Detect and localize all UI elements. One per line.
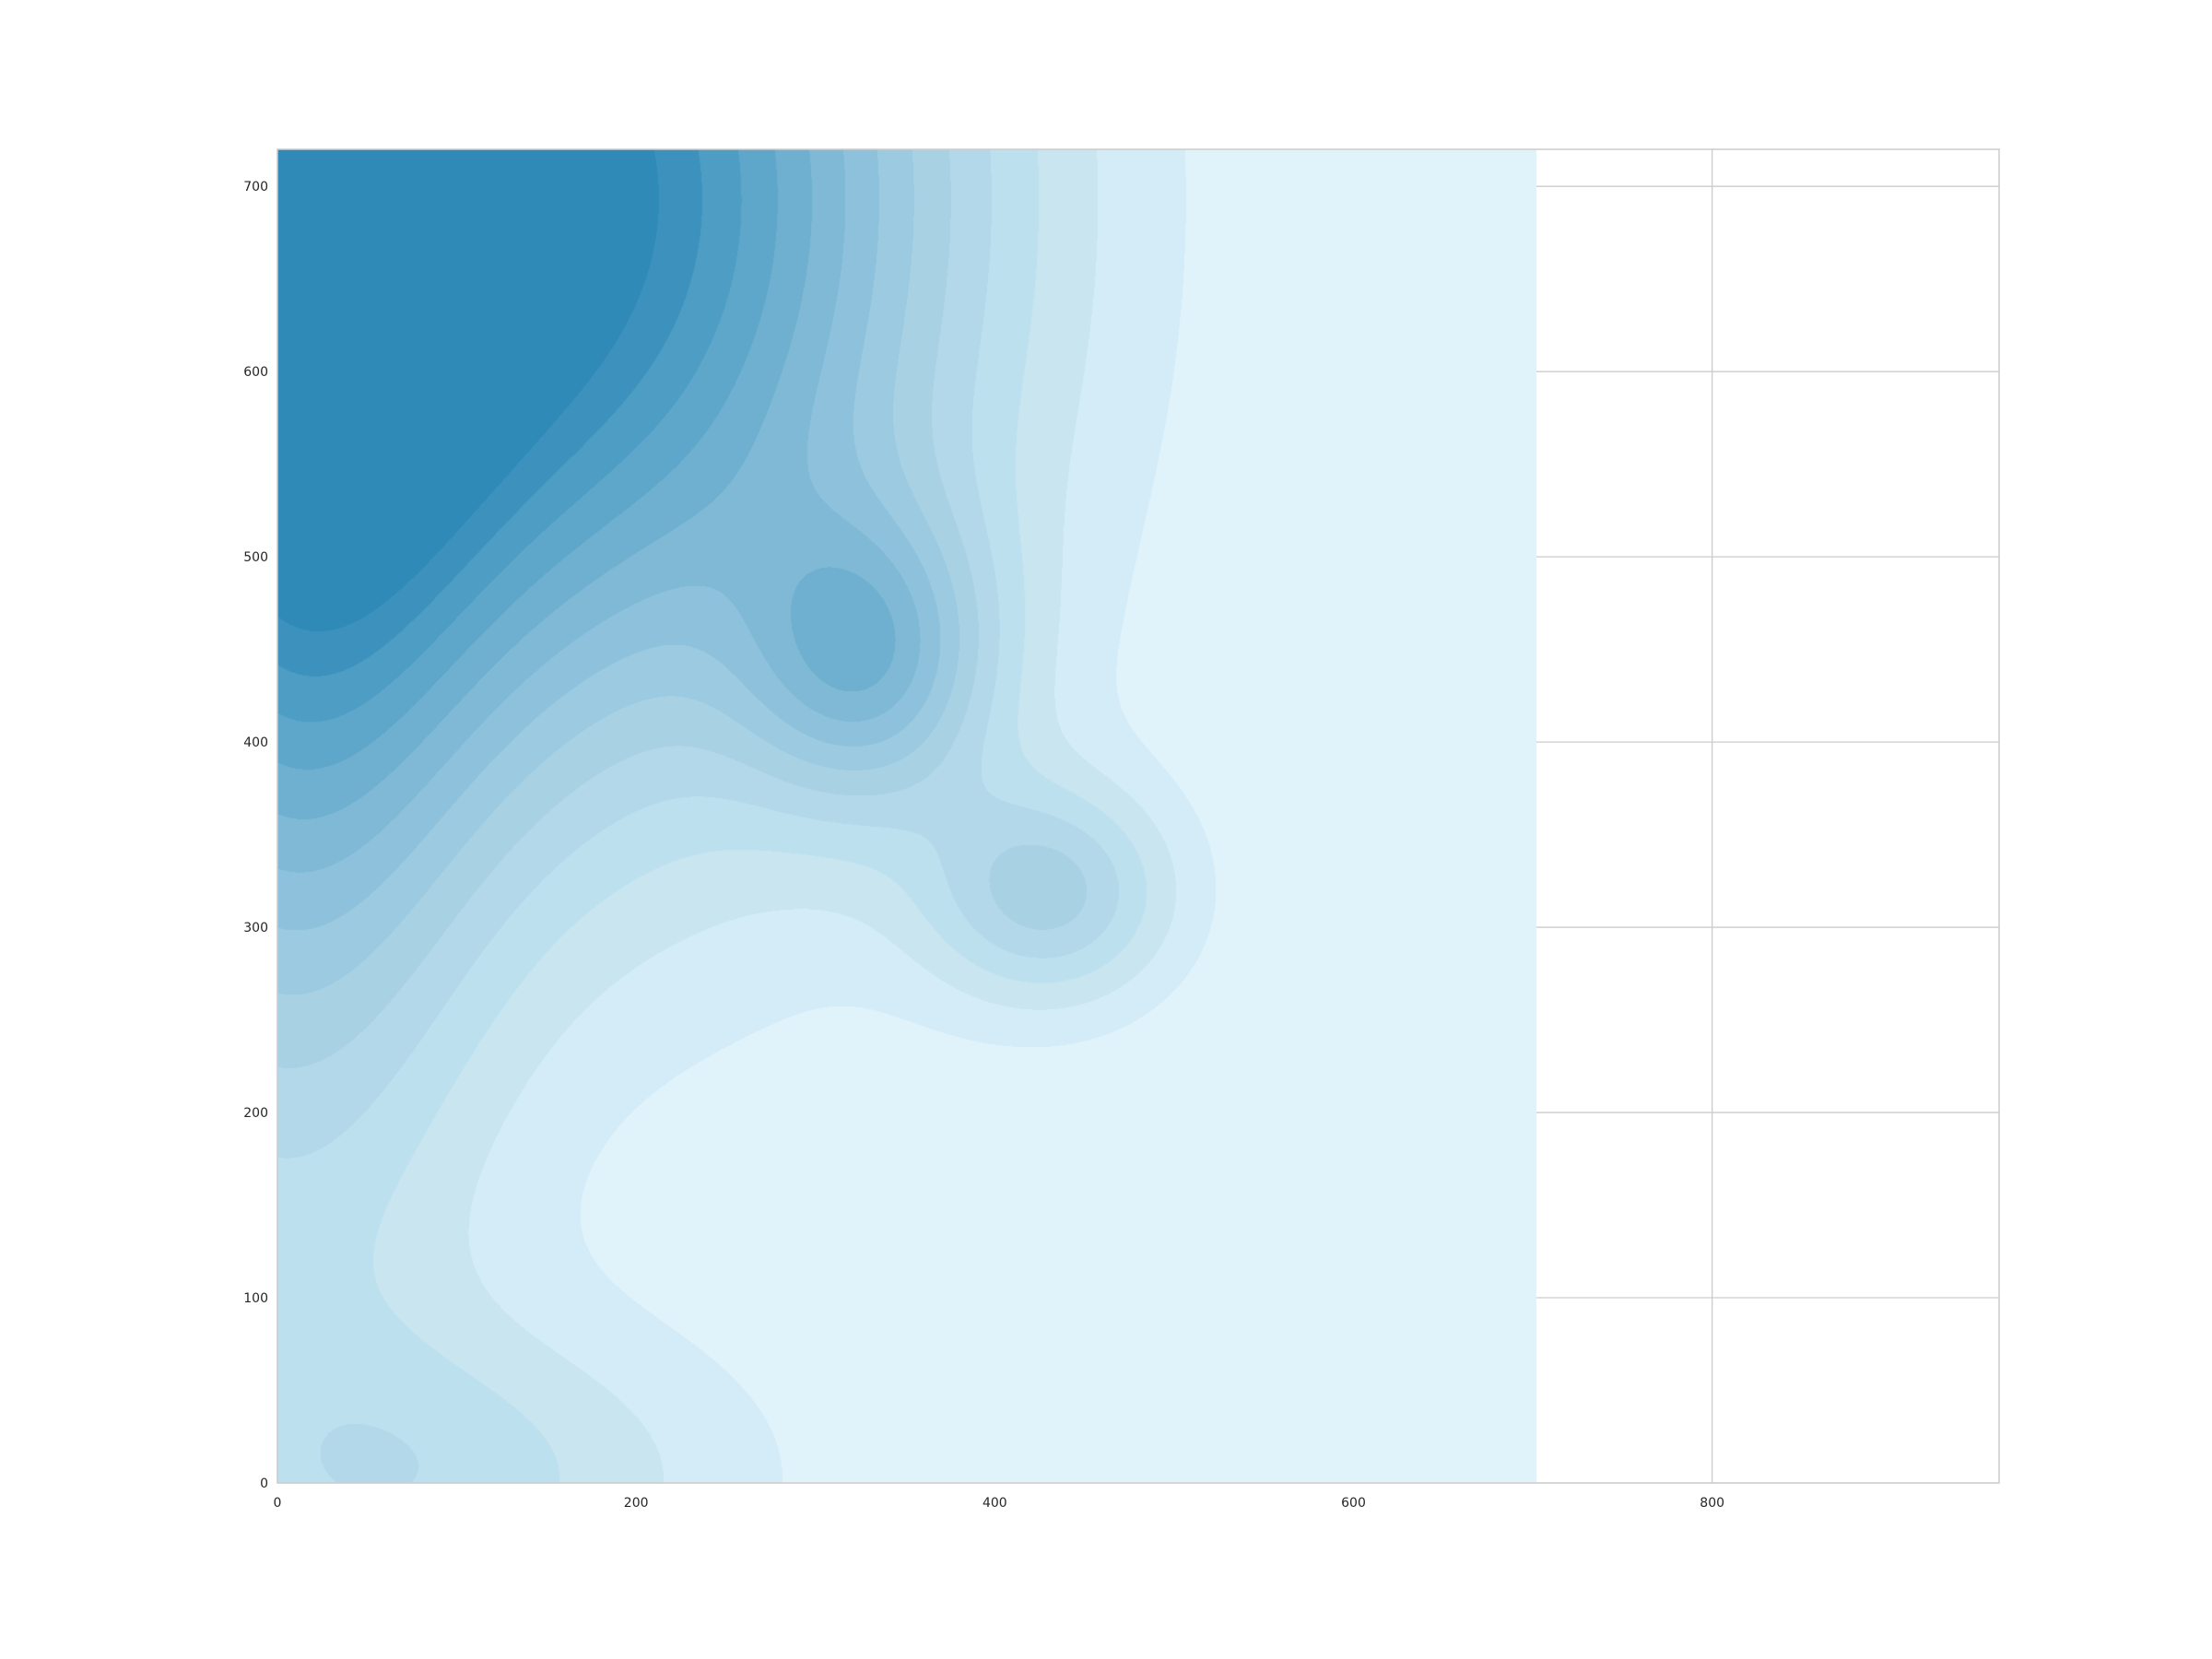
y-tick-label: 300 xyxy=(243,921,268,935)
x-tick-label: 0 xyxy=(274,1496,282,1511)
contour-fill xyxy=(277,149,1536,1483)
y-axis-ticks: 0 100 200 300 400 500 600 700 xyxy=(243,180,268,1491)
y-tick-label: 500 xyxy=(243,550,268,565)
contour-fill-area xyxy=(277,149,1536,1483)
y-tick-label: 100 xyxy=(243,1291,268,1306)
x-tick-label: 600 xyxy=(1341,1496,1366,1511)
y-tick-label: 200 xyxy=(243,1106,268,1121)
y-tick-label: 600 xyxy=(243,365,268,380)
x-tick-label: 800 xyxy=(1700,1496,1724,1511)
y-tick-label: 700 xyxy=(243,180,268,194)
y-tick-label: 0 xyxy=(260,1477,268,1491)
plot-frame xyxy=(276,148,2000,1484)
y-tick-label: 400 xyxy=(243,735,268,750)
x-axis-ticks: 0 200 400 600 800 xyxy=(274,1496,1724,1511)
x-tick-label: 200 xyxy=(624,1496,649,1511)
x-tick-label: 400 xyxy=(982,1496,1007,1511)
